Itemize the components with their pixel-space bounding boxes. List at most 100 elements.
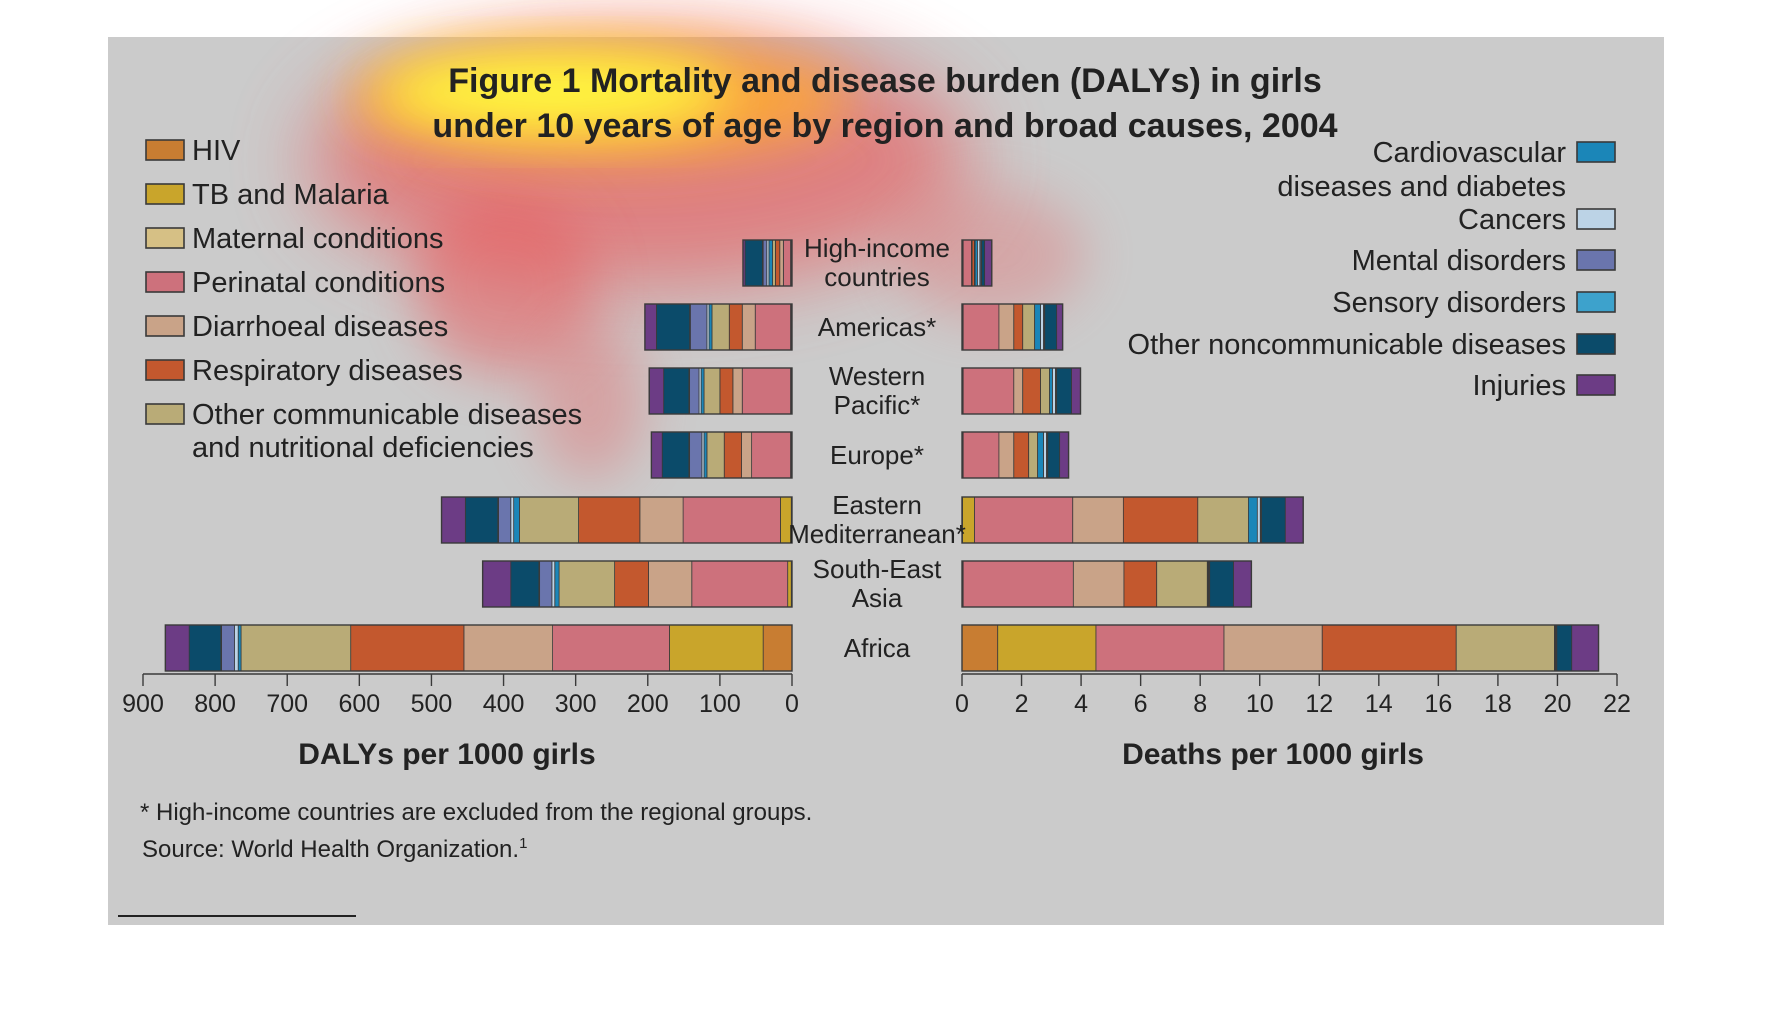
bar-segment-hiv bbox=[762, 624, 793, 672]
region-label-eastern-mediterranean: Eastern bbox=[832, 490, 922, 520]
bar-segment-perinatal-conditions bbox=[754, 303, 791, 351]
bar-segment-cardiovascular-diseases-and-diabetes bbox=[1037, 431, 1044, 479]
bar-outline bbox=[164, 624, 793, 672]
bar-segment-other-noncommunicable-diseases bbox=[1209, 560, 1234, 608]
legend-item-sensory-disorders: Sensory disorders bbox=[1332, 287, 1616, 319]
region-label-europe: Europe* bbox=[830, 440, 924, 470]
bar-outline bbox=[961, 367, 1082, 415]
bar-segment-respiratory-diseases bbox=[1321, 624, 1457, 672]
bar-segment-other-communicable-diseases-and-nutritional-deficiencies bbox=[1022, 303, 1036, 351]
legend-item-mental-disorders: Mental disorders bbox=[1352, 245, 1616, 277]
x-tick-label: 100 bbox=[699, 690, 741, 718]
bar-segment-mental-disorders bbox=[689, 303, 708, 351]
legend-swatch bbox=[145, 271, 185, 293]
bar-segment-diarrhoeal-diseases bbox=[998, 431, 1015, 479]
bar-segment-other-communicable-diseases-and-nutritional-deficiencies bbox=[1028, 431, 1039, 479]
bar-segment-cancers bbox=[551, 560, 556, 608]
bar-segment-other-noncommunicable-diseases bbox=[663, 367, 690, 415]
region-label-eastern-mediterranean: Mediterranean* bbox=[788, 519, 966, 549]
legend-label: Respiratory diseases bbox=[192, 355, 463, 387]
bar-segment-perinatal-conditions bbox=[962, 303, 1000, 351]
legend-label: Mental disorders bbox=[1352, 245, 1566, 277]
x-tick-label: 4 bbox=[1074, 690, 1088, 718]
bar-segment-cardiovascular-diseases-and-diabetes bbox=[237, 624, 242, 672]
legend-label: Other communicable diseases bbox=[192, 399, 582, 431]
bar-segment-cardiovascular-diseases-and-diabetes bbox=[700, 367, 705, 415]
bar-segment-cardiovascular-diseases-and-diabetes bbox=[554, 560, 560, 608]
heat-blob bbox=[415, 195, 595, 375]
attention-heatmap-overlay bbox=[310, 30, 1085, 480]
bar-outline bbox=[440, 496, 793, 544]
bar-segment-injuries bbox=[648, 367, 665, 415]
bar-europe bbox=[961, 431, 1070, 479]
bar-segment-diarrhoeal-diseases bbox=[648, 560, 693, 608]
legend-label: Sensory disorders bbox=[1332, 287, 1566, 319]
x-tick-label: 200 bbox=[627, 690, 669, 718]
bar-segment-cardiovascular-diseases-and-diabetes bbox=[1034, 303, 1042, 351]
bar-segment-tb-and-malaria bbox=[669, 624, 764, 672]
bar-outline bbox=[644, 303, 793, 351]
bar-segment-perinatal-conditions bbox=[741, 367, 791, 415]
legend-label: TB and Malaria bbox=[192, 179, 390, 211]
legend-item-other-noncommunicable-diseases: Other noncommunicable diseases bbox=[1128, 329, 1616, 361]
bar-segment-injuries bbox=[1071, 367, 1081, 415]
bar-segment-diarrhoeal-diseases bbox=[732, 367, 743, 415]
x-axis-title: Deaths per 1000 girls bbox=[1122, 738, 1424, 771]
legend-item-tb-and-malaria: TB and Malaria bbox=[145, 179, 390, 211]
bar-europe bbox=[650, 431, 793, 479]
bar-segment-diarrhoeal-diseases bbox=[1013, 367, 1024, 415]
bar-segment-cancers bbox=[1256, 496, 1261, 544]
bar-segment-perinatal-conditions bbox=[782, 239, 791, 287]
x-tick-label: 14 bbox=[1365, 690, 1393, 718]
bar-western-pacific bbox=[961, 367, 1082, 415]
bar-outline bbox=[961, 303, 1064, 351]
bar-segment-cardiovascular-diseases-and-diabetes bbox=[1049, 367, 1053, 415]
bar-segment-other-noncommunicable-diseases bbox=[1056, 367, 1072, 415]
x-tick-label: 18 bbox=[1484, 690, 1512, 718]
x-tick-label: 700 bbox=[266, 690, 308, 718]
x-tick-label: 16 bbox=[1424, 690, 1452, 718]
source-note: Source: World Health Organization.1 bbox=[142, 835, 527, 863]
bar-americas bbox=[644, 303, 793, 351]
bar-segment-perinatal-conditions bbox=[962, 239, 972, 287]
legend-label: Injuries bbox=[1473, 370, 1567, 402]
bar-outline bbox=[961, 431, 1070, 479]
legend-swatch bbox=[145, 315, 185, 337]
bar-segment-injuries bbox=[1571, 624, 1599, 672]
bar-segment-injuries bbox=[984, 239, 993, 287]
legend-swatch bbox=[1576, 141, 1616, 163]
bar-americas bbox=[961, 303, 1064, 351]
bar-segment-other-communicable-diseases-and-nutritional-deficiencies bbox=[240, 624, 352, 672]
bar-segment-cardiovascular-diseases-and-diabetes bbox=[708, 303, 713, 351]
bar-high-income-countries bbox=[742, 239, 793, 287]
bar-segment-diarrhoeal-diseases bbox=[463, 624, 553, 672]
bar-segment-mental-disorders bbox=[689, 367, 700, 415]
bar-segment-other-noncommunicable-diseases bbox=[1556, 624, 1573, 672]
bar-segment-perinatal-conditions bbox=[552, 624, 670, 672]
legend-swatch bbox=[145, 403, 185, 425]
x-tick-label: 10 bbox=[1246, 690, 1274, 718]
bar-segment-perinatal-conditions bbox=[682, 496, 781, 544]
x-tick-label: 0 bbox=[785, 690, 799, 718]
region-label-africa: Africa bbox=[844, 633, 911, 663]
bar-segment-cardiovascular-diseases-and-diabetes bbox=[768, 239, 773, 287]
legend-swatch bbox=[1576, 249, 1616, 271]
bar-segment-cardiovascular-diseases-and-diabetes bbox=[1248, 496, 1258, 544]
bar-segment-cancers bbox=[510, 496, 515, 544]
bar-segment-cardiovascular-diseases-and-diabetes bbox=[513, 496, 520, 544]
legend-swatch bbox=[1576, 208, 1616, 230]
x-tick-label: 900 bbox=[122, 690, 164, 718]
bar-segment-respiratory-diseases bbox=[1123, 560, 1158, 608]
bar-segment-other-noncommunicable-diseases bbox=[744, 239, 763, 287]
bar-africa bbox=[961, 624, 1600, 672]
bar-segment-mental-disorders bbox=[689, 431, 703, 479]
bar-segment-diarrhoeal-diseases bbox=[1223, 624, 1323, 672]
bar-segment-respiratory-diseases bbox=[719, 367, 734, 415]
legend-swatch bbox=[145, 227, 185, 249]
bar-segment-diarrhoeal-diseases bbox=[639, 496, 684, 544]
legend-item-injuries: Injuries bbox=[1473, 370, 1616, 402]
bar-outline bbox=[961, 496, 1304, 544]
bar-segment-diarrhoeal-diseases bbox=[741, 303, 756, 351]
legend-item-maternal-conditions: Maternal conditions bbox=[145, 223, 443, 255]
